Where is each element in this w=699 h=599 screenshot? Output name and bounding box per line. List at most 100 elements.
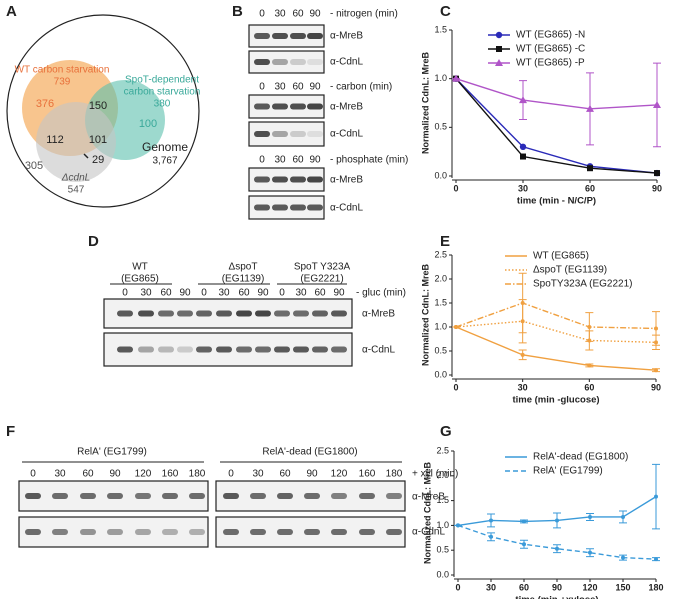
panel-letter: B bbox=[232, 3, 243, 20]
blot-band bbox=[189, 529, 205, 535]
panel-letter: C bbox=[440, 3, 451, 20]
marker bbox=[555, 518, 559, 523]
blot-band bbox=[331, 346, 347, 353]
time-label: 60 bbox=[160, 288, 172, 299]
time-label: 60 bbox=[314, 288, 326, 299]
blot-frame bbox=[18, 516, 209, 548]
time-label: 0 bbox=[259, 82, 265, 93]
blot-band bbox=[386, 529, 402, 535]
blot-frame bbox=[248, 50, 325, 74]
blot-band bbox=[312, 346, 328, 353]
marker bbox=[495, 31, 503, 39]
marker bbox=[519, 143, 527, 150]
time-label: 90 bbox=[309, 82, 321, 93]
blot-band bbox=[386, 493, 402, 499]
condition-label: - nitrogen (min) bbox=[330, 9, 398, 20]
time-label: 30 bbox=[54, 469, 66, 480]
blot-band bbox=[25, 493, 41, 499]
set-name: carbon starvation bbox=[124, 87, 201, 98]
time-label: 30 bbox=[140, 288, 152, 299]
blot-panel-b: B - nitrogen (min) α-MreB α-CdnL - carbo… bbox=[232, 3, 408, 214]
blot-band bbox=[52, 529, 68, 535]
blot-band bbox=[272, 103, 288, 110]
marker bbox=[489, 534, 493, 539]
blot-band bbox=[272, 176, 288, 183]
time-label: 60 bbox=[279, 469, 291, 480]
y-tick-label: 1.5 bbox=[434, 297, 447, 307]
genome-circle bbox=[6, 14, 200, 208]
marker bbox=[452, 74, 460, 82]
y-axis-label: Normalized CdnL: MreB bbox=[420, 264, 430, 367]
time-label: 180 bbox=[189, 469, 206, 480]
time-label: 90 bbox=[179, 288, 191, 299]
x-tick-label: 30 bbox=[486, 582, 496, 592]
blot-band bbox=[274, 310, 290, 317]
blot-band bbox=[254, 176, 270, 183]
marker bbox=[586, 104, 594, 112]
antibody-label: α-CdnL bbox=[330, 57, 363, 68]
blot-band bbox=[331, 310, 347, 317]
blot-band bbox=[216, 346, 232, 353]
x-axis-label: time (min +xylose) bbox=[515, 595, 598, 599]
region-count: 100 bbox=[139, 118, 157, 130]
blot-band bbox=[290, 103, 306, 110]
series-line bbox=[455, 77, 658, 110]
marker bbox=[520, 352, 525, 357]
x-tick-label: 0 bbox=[455, 582, 460, 592]
blot-band bbox=[138, 310, 154, 317]
blot-band bbox=[277, 529, 293, 535]
blot-band bbox=[272, 33, 288, 39]
y-tick-label: 0.0 bbox=[434, 369, 447, 379]
time-label: 30 bbox=[295, 288, 307, 299]
strain-label: (EG865) bbox=[121, 274, 159, 285]
blot-band bbox=[272, 131, 288, 137]
blot-band bbox=[52, 493, 68, 499]
blot-band bbox=[236, 310, 252, 317]
y-tick-label: 2.0 bbox=[436, 470, 449, 480]
time-label: 60 bbox=[292, 82, 304, 93]
marker bbox=[522, 542, 526, 547]
blot-band bbox=[272, 204, 288, 211]
x-axis-label: time (min - N/C/P) bbox=[517, 196, 596, 207]
antibody-label: α-MreB bbox=[330, 102, 363, 113]
y-tick-label: 2.5 bbox=[434, 249, 447, 259]
series-line bbox=[455, 302, 657, 330]
x-tick-label: 90 bbox=[652, 183, 662, 193]
time-label: 0 bbox=[122, 288, 128, 299]
marker bbox=[520, 301, 525, 305]
strain-label: RelA' (EG1799) bbox=[77, 447, 147, 458]
x-tick-label: 60 bbox=[519, 582, 529, 592]
legend-label: SpoTY323A (EG2221) bbox=[533, 279, 633, 290]
set-name: WT carbon starvation bbox=[15, 65, 110, 76]
blot-band bbox=[307, 204, 323, 211]
region-count: 150 bbox=[89, 100, 107, 112]
time-label: 160 bbox=[359, 469, 376, 480]
marker bbox=[654, 368, 658, 373]
blot-band bbox=[331, 529, 347, 535]
panel-letter: G bbox=[440, 423, 452, 440]
y-tick-label: 2.5 bbox=[436, 445, 449, 455]
blot-band bbox=[135, 493, 151, 499]
y-axis-label: Normalized CdnL: MreB bbox=[422, 462, 432, 565]
blot-band bbox=[223, 529, 239, 535]
region-count: 112 bbox=[46, 134, 64, 146]
time-label: 0 bbox=[201, 288, 207, 299]
region-count: 29 bbox=[92, 154, 104, 166]
panel-letter: F bbox=[6, 423, 15, 440]
legend-label: RelA' (EG1799) bbox=[533, 466, 603, 477]
panel-letter: D bbox=[88, 233, 99, 250]
x-axis-label: time (min -glucose) bbox=[512, 395, 599, 406]
antibody-label: α-CdnL bbox=[330, 129, 363, 140]
blot-band bbox=[107, 493, 123, 499]
x-tick-label: 30 bbox=[518, 183, 528, 193]
time-label: 90 bbox=[333, 288, 345, 299]
region-count: 305 bbox=[25, 160, 43, 172]
marker bbox=[654, 170, 660, 177]
time-label: 120 bbox=[135, 469, 152, 480]
series-line bbox=[455, 78, 658, 174]
x-tick-label: 120 bbox=[582, 582, 597, 592]
blot-band bbox=[25, 529, 41, 535]
time-label: 180 bbox=[386, 469, 403, 480]
series-line bbox=[455, 320, 657, 344]
blot-band bbox=[158, 346, 174, 353]
